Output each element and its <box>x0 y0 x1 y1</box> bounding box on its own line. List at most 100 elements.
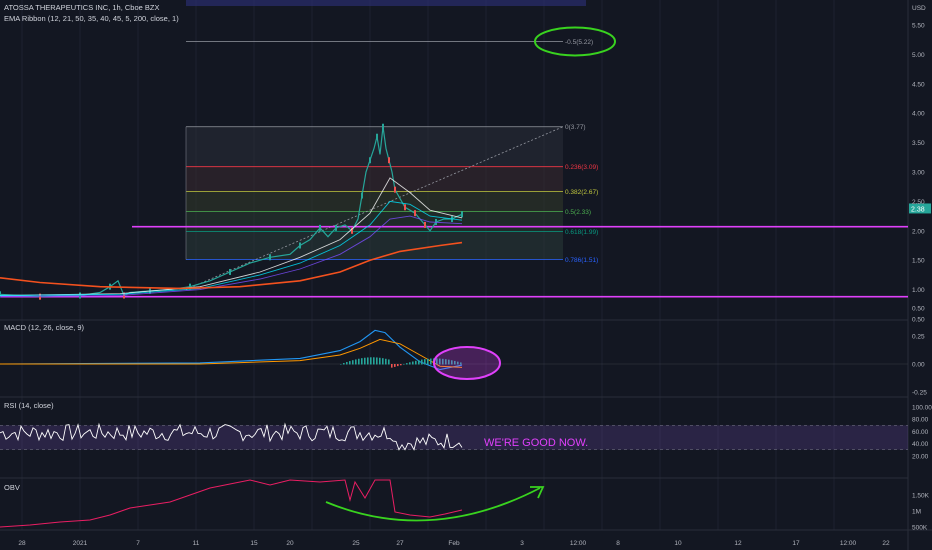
candle <box>461 211 463 218</box>
macd-histogram-bar <box>388 359 390 365</box>
macd-histogram-bar <box>364 357 366 365</box>
fib-zone <box>186 191 563 212</box>
macd-histogram-bar <box>343 362 345 365</box>
current-price-label: 2.38 <box>911 206 925 213</box>
macd-histogram-bar <box>349 361 351 365</box>
top-shade <box>186 0 586 6</box>
macd-histogram-bar <box>448 359 450 365</box>
candle <box>319 224 321 231</box>
macd-histogram-bar <box>340 364 342 365</box>
price-tick-label: 3.50 <box>912 140 925 147</box>
macd-histogram-bar <box>403 363 405 365</box>
time-tick-label: Feb <box>448 540 460 547</box>
candle <box>369 157 371 164</box>
macd-histogram-bar <box>352 360 354 365</box>
macd-histogram-bar <box>445 359 447 365</box>
time-tick-label: 7 <box>136 540 140 547</box>
macd-histogram-bar <box>394 364 396 367</box>
rsi-tick-label: 40.00 <box>912 441 929 448</box>
candle <box>299 242 301 249</box>
trend-line <box>185 126 564 290</box>
fib-zone <box>186 231 563 260</box>
obv-tick-label: 500K <box>912 525 928 532</box>
obv-tick-label: 1.50K <box>912 493 930 500</box>
macd-histogram-bar <box>451 360 453 365</box>
macd-histogram-bar <box>439 358 441 365</box>
macd-histogram-bar <box>370 357 372 365</box>
candle <box>388 157 390 164</box>
price-tick-label: 1.00 <box>912 287 925 294</box>
candle <box>0 291 1 298</box>
time-tick-label: 3 <box>520 540 524 547</box>
macd-histogram-bar <box>346 362 348 365</box>
price-tick-label: 2.50 <box>912 199 925 206</box>
fib-label: -0.5(5.22) <box>565 39 593 46</box>
obv-arrow-curve <box>325 487 541 522</box>
macd-histogram-bar <box>457 361 459 365</box>
currency-label: USD <box>912 5 926 12</box>
macd-histogram-bar <box>379 357 381 365</box>
macd-histogram-bar <box>415 360 417 365</box>
time-tick-label: 27 <box>396 540 404 547</box>
macd-histogram-bar <box>367 357 369 365</box>
time-tick-label: 20 <box>286 540 294 547</box>
fib-label: 0.5(2.33) <box>565 209 591 216</box>
obv-line <box>0 479 463 528</box>
obv-arrow-head <box>530 486 545 499</box>
macd-histogram-bar <box>424 359 426 365</box>
candle <box>361 192 363 199</box>
time-tick-label: 25 <box>352 540 360 547</box>
time-tick-label: 12:00 <box>840 540 857 547</box>
macd-histogram-bar <box>421 359 423 365</box>
rsi-line <box>0 422 463 451</box>
macd-ellipse <box>433 346 501 380</box>
price-tick-label: 2.00 <box>912 228 925 235</box>
candle <box>404 204 406 211</box>
price-tick-label: 3.00 <box>912 170 925 177</box>
chart-title: ATOSSA THERAPEUTICS INC, 1h, Cboe BZX <box>4 3 159 12</box>
ema-ribbon-line <box>0 215 463 298</box>
fib-label: 0.236(3.09) <box>565 164 598 171</box>
macd-histogram-bar <box>418 360 420 365</box>
fib-label: 0.786(1.51) <box>565 257 598 264</box>
macd-histogram-bar <box>406 363 408 365</box>
macd-histogram-bar <box>454 360 456 365</box>
macd-histogram-bar <box>355 359 357 365</box>
price-tick-label: 4.50 <box>912 81 925 88</box>
price-tick-label: 1.50 <box>912 258 925 265</box>
current-price-box <box>909 203 931 214</box>
macd-histogram-bar <box>373 357 375 365</box>
fib-zone <box>186 211 563 232</box>
price-tick-label: 5.50 <box>912 23 925 30</box>
rsi-tick-label: 80.00 <box>912 417 929 424</box>
obv-tick-label: 1M <box>912 509 921 516</box>
macd-histogram-bar <box>391 364 393 368</box>
target-ellipse <box>534 26 616 57</box>
macd-histogram-bar <box>442 358 444 365</box>
candle <box>351 227 353 234</box>
time-tick-label: 10 <box>674 540 682 547</box>
price-tick-label: 4.00 <box>912 111 925 118</box>
macd-tick-label: 0.00 <box>912 362 925 369</box>
indicator-label: EMA Ribbon (12, 21, 50, 35, 40, 45, 5, 2… <box>4 14 179 23</box>
macd-line <box>0 329 463 371</box>
candle <box>269 254 271 261</box>
macd-histogram-bar <box>460 362 462 365</box>
price-tick-label: 0.50 <box>912 317 925 324</box>
time-tick-label: 12 <box>734 540 742 547</box>
price-tick-label: 5.00 <box>912 52 925 59</box>
macd-histogram-bar <box>382 358 384 365</box>
macd-tick-label: 0.50 <box>912 306 925 313</box>
macd-histogram-bar <box>385 358 387 365</box>
macd-title: MACD (12, 26, close, 9) <box>4 323 85 332</box>
macd-histogram-bar <box>409 362 411 365</box>
macd-histogram-bar <box>427 358 429 365</box>
time-tick-label: 12:00 <box>570 540 587 547</box>
candle <box>424 221 426 228</box>
fib-label: 0.382(2.67) <box>565 189 598 196</box>
macd-histogram-bar <box>358 358 360 365</box>
ema-200-line <box>0 241 463 290</box>
time-tick-label: 8 <box>616 540 620 547</box>
time-tick-label: 17 <box>792 540 800 547</box>
macd-histogram-bar <box>397 364 399 367</box>
